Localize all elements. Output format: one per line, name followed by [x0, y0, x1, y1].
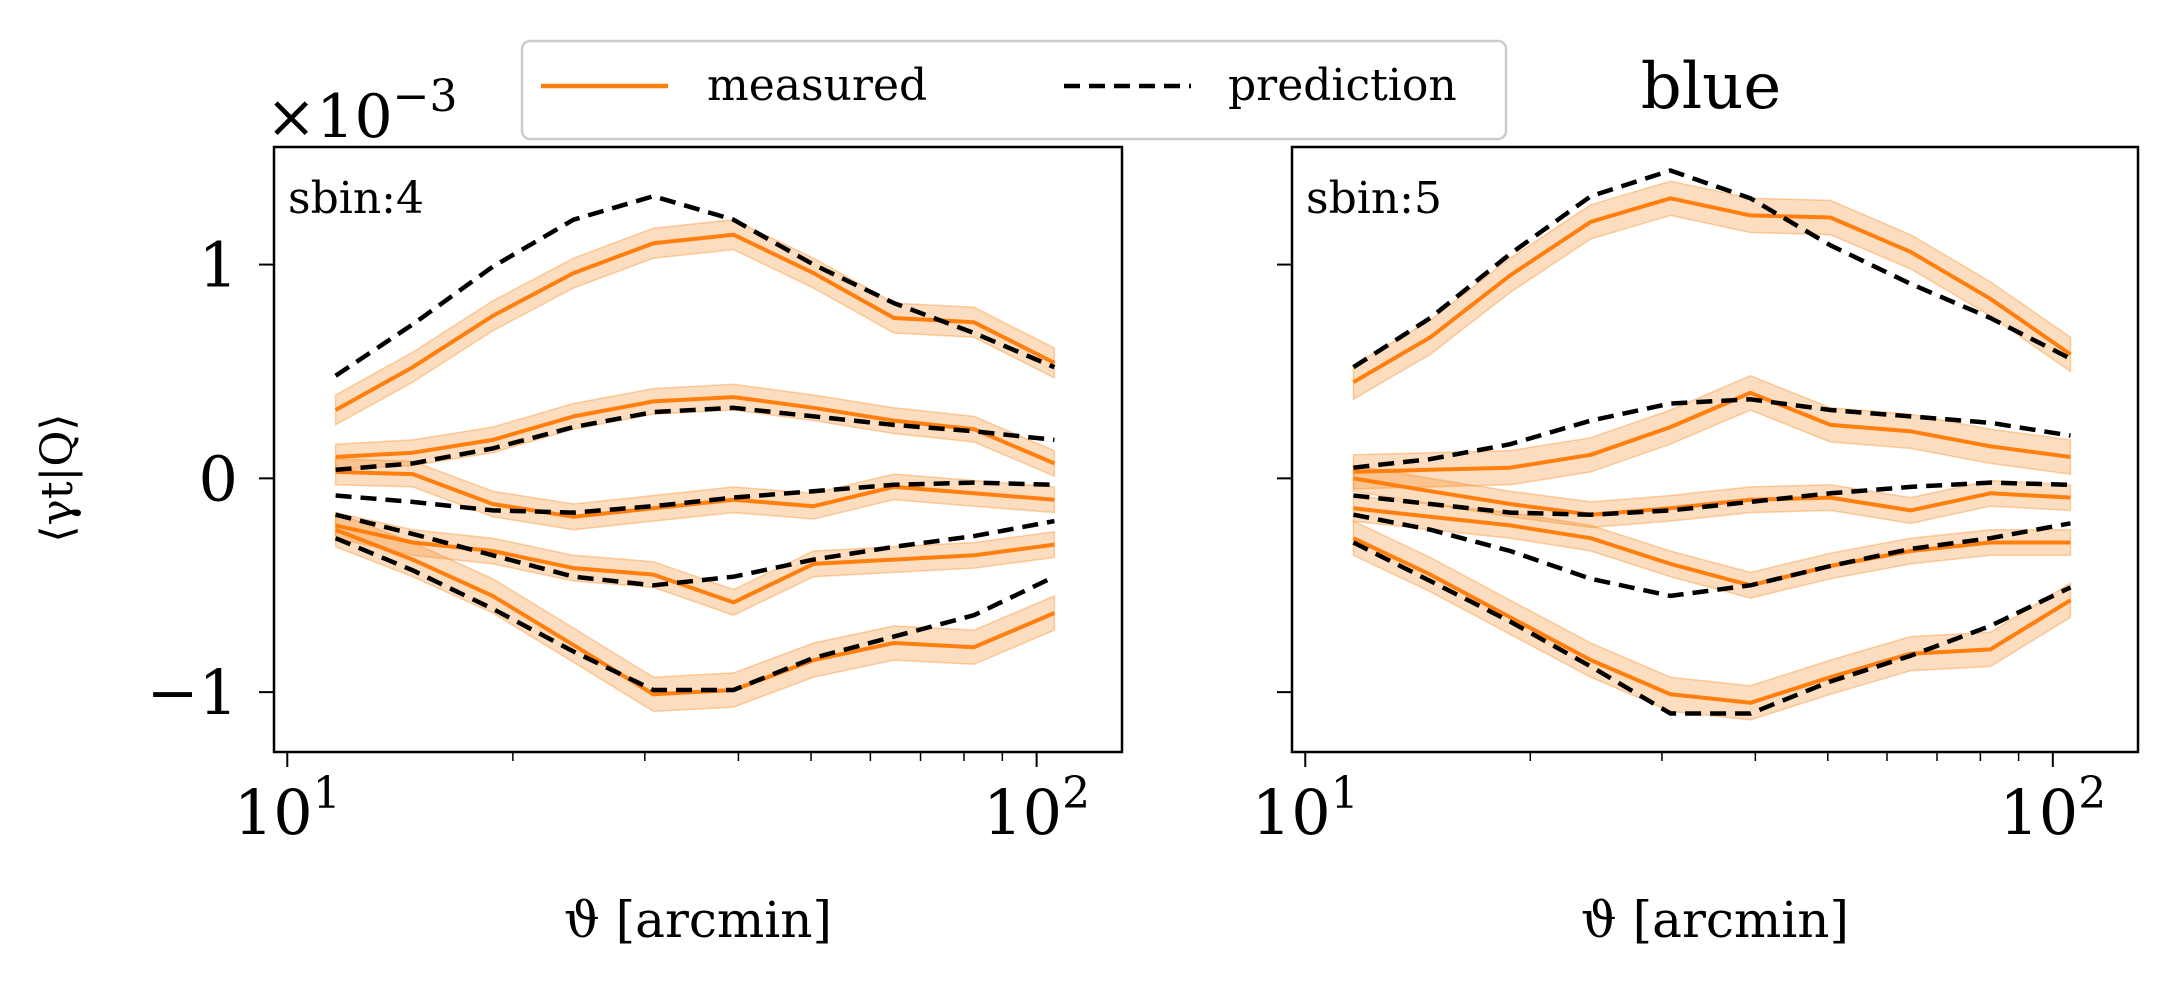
prediction-line-4: [335, 512, 1055, 588]
measured-line-5: [1352, 536, 2072, 705]
axes-frame: [1290, 145, 2140, 754]
error-band-5: [334, 511, 1056, 713]
legend-prediction-label: prediction: [1228, 60, 1457, 111]
measured-line-4: [1353, 506, 2071, 588]
prediction-line-2: [335, 405, 1055, 473]
measured-line-1: [1352, 196, 2072, 384]
measured-line-2: [1353, 390, 2071, 474]
y-axis-label: ⟨γt|Q⟩: [32, 413, 83, 542]
error-band-4: [334, 511, 1056, 617]
y-tick-label: 1: [199, 229, 238, 302]
prediction-line-2: [1353, 397, 2071, 470]
offset-exponent: −3: [393, 71, 458, 122]
prediction-line-1: [1352, 168, 2072, 370]
error-band-5: [1352, 519, 2072, 721]
prediction-line-1: [334, 193, 1056, 378]
x-axis-label: ϑ [arcmin]: [1581, 891, 1849, 949]
figure-title: blue: [1641, 50, 1782, 124]
y-tick-label: −1: [147, 656, 238, 729]
panel-label: sbin:5: [1306, 173, 1442, 224]
x-tick-label: 102: [1999, 768, 2106, 849]
x-tick-label: 101: [234, 768, 341, 849]
panel-label: sbin:4: [288, 173, 424, 224]
prediction-line-3: [1353, 480, 2071, 517]
measured-line-2: [335, 395, 1056, 466]
x-tick-label: 101: [1252, 768, 1359, 849]
y-tick-label: 0: [199, 442, 238, 515]
measured-line-5: [334, 527, 1056, 697]
panel-sbin4: sbin:4 101 102 −1 0 1 ϑ [arcmin]: [147, 145, 1124, 949]
legend: measured prediction: [520, 39, 1508, 141]
prediction-line-5: [1352, 540, 2072, 716]
prediction-line-4: [1352, 512, 2071, 599]
panel-sbin5: sbin:5 101 102 ϑ [arcmin]: [1252, 145, 2140, 949]
offset-base: ×10: [266, 82, 393, 152]
error-band-2: [334, 383, 1056, 478]
offset-text: ×10−3: [266, 71, 458, 152]
axes-frame: [272, 145, 1124, 754]
x-tick-label: 102: [983, 768, 1090, 849]
x-axis-label: ϑ [arcmin]: [564, 891, 832, 949]
error-band-2: [1352, 374, 2072, 490]
prediction-line-5: [334, 536, 1056, 693]
legend-measured-label: measured: [707, 60, 927, 111]
measured-line-4: [335, 523, 1055, 605]
legend-box: [520, 39, 1508, 141]
error-band-4: [1352, 494, 2072, 599]
error-band-3: [334, 458, 1056, 531]
error-band-1: [1352, 180, 2072, 401]
prediction-line-3: [335, 480, 1055, 515]
